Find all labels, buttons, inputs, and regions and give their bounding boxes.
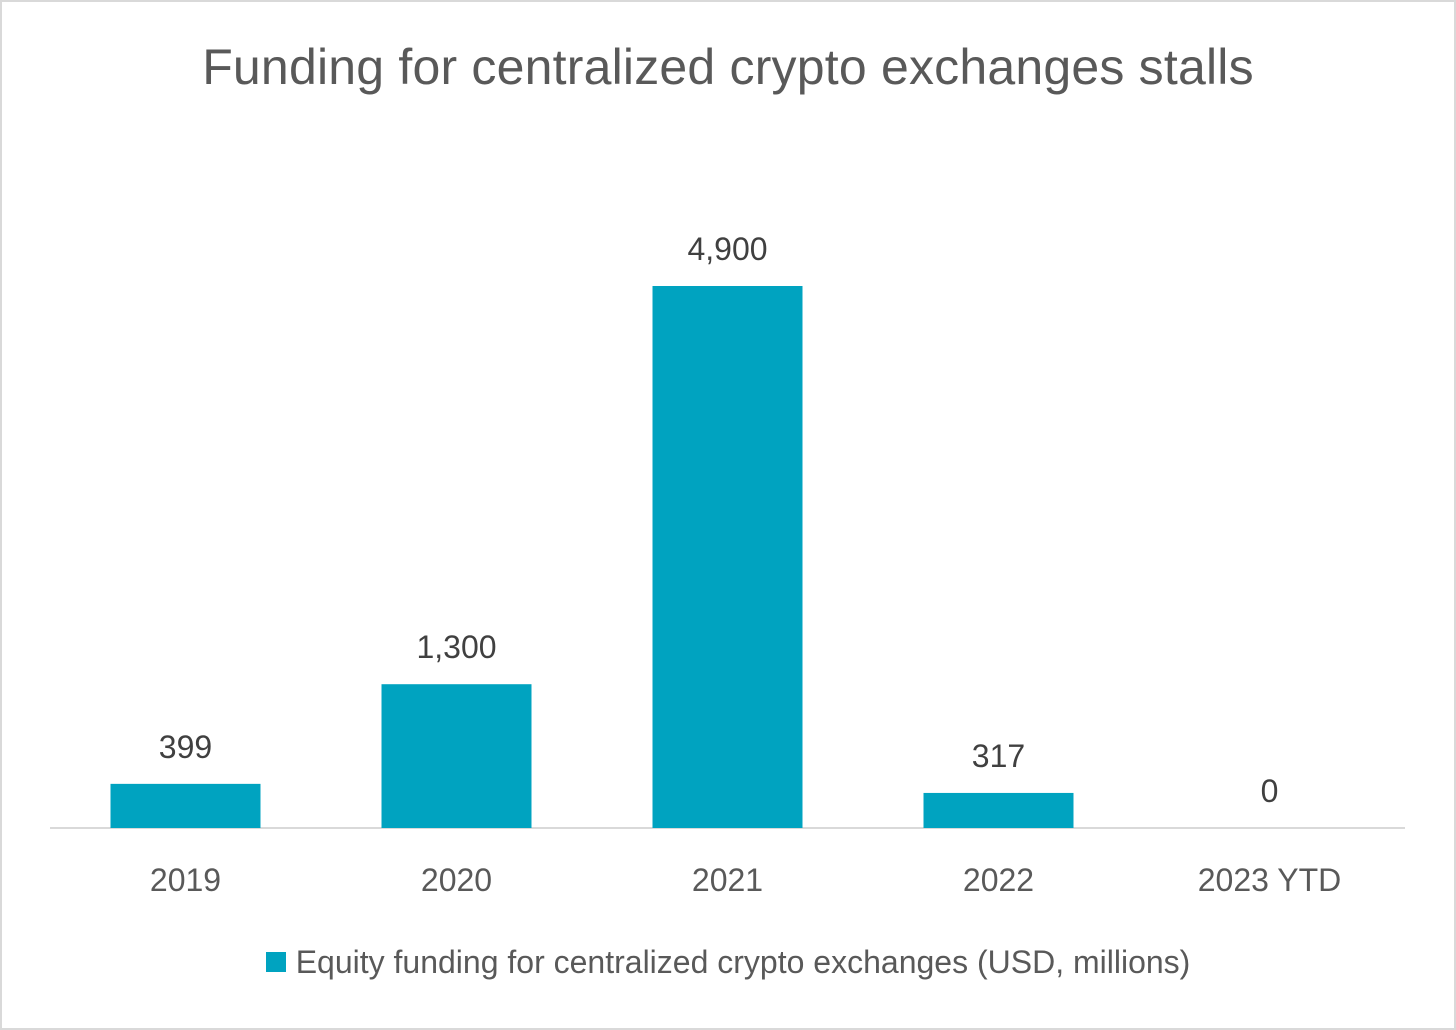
x-tick-label: 2020 (421, 862, 492, 898)
data-label: 0 (1261, 773, 1279, 809)
bar-2020 (381, 684, 532, 828)
legend-label: Equity funding for centralized crypto ex… (295, 944, 1191, 980)
x-tick-label: 2023 YTD (1198, 862, 1342, 898)
bar-2019 (110, 783, 261, 828)
chart-title: Funding for centralized crypto exchanges… (202, 39, 1254, 95)
data-label: 317 (972, 738, 1025, 774)
x-tick-label: 2019 (150, 862, 221, 898)
bar-2022 (923, 792, 1074, 828)
data-label: 399 (159, 729, 212, 765)
x-tick-label: 2022 (963, 862, 1034, 898)
data-label: 4,900 (687, 231, 767, 267)
legend: Equity funding for centralized crypto ex… (0, 944, 1456, 981)
legend-swatch (265, 951, 286, 972)
bar-2021 (652, 286, 803, 828)
x-tick-label: 2021 (692, 862, 763, 898)
data-label: 1,300 (416, 629, 496, 665)
